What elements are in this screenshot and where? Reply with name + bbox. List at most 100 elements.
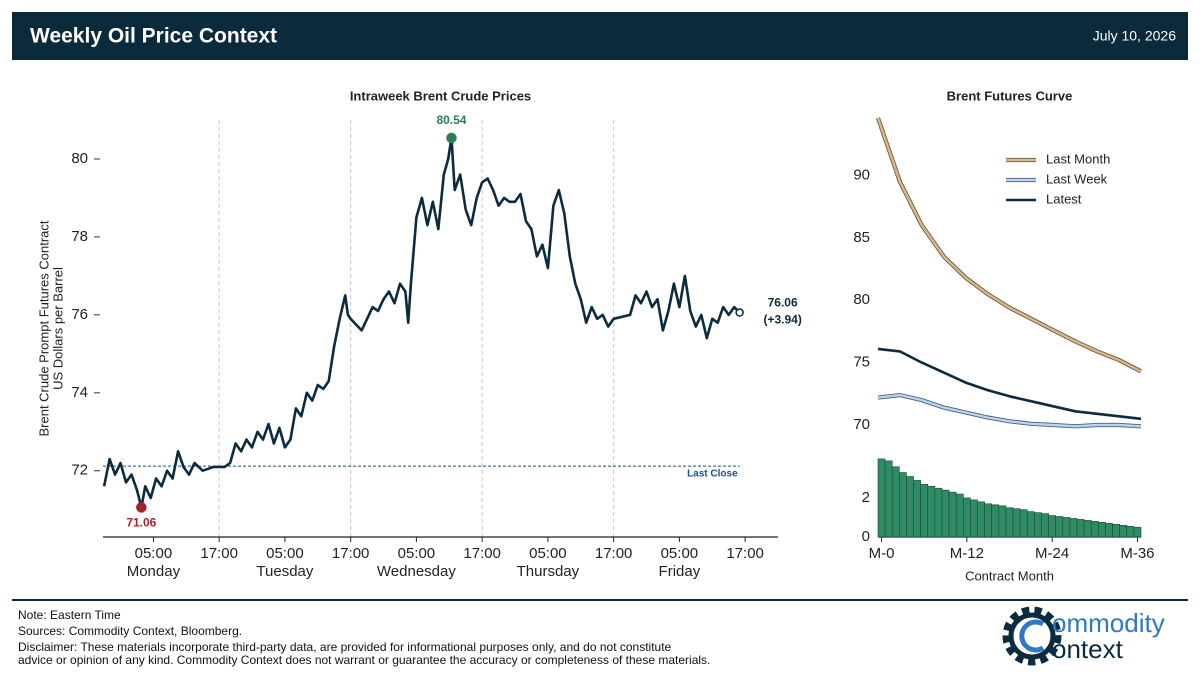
logo: ommodity ontext: [1002, 606, 1165, 666]
y-tick-label: 85: [853, 229, 870, 246]
x-day-label: Wednesday: [377, 563, 456, 580]
bar: [977, 501, 985, 538]
bar: [1105, 523, 1113, 538]
logo-c: [1019, 619, 1045, 653]
y-tick-label: 70: [853, 416, 870, 433]
x-tick-label: 17:00: [726, 545, 764, 562]
footer-sources: Sources: Commodity Context, Bloomberg.: [18, 624, 242, 638]
x-tick-label: 17:00: [595, 545, 633, 562]
bar: [891, 466, 900, 538]
x-tick-label: 17:00: [463, 545, 501, 562]
bar: [955, 493, 964, 538]
y-tick-label: 90: [853, 166, 870, 183]
bar: [1069, 518, 1078, 538]
x-tick-label: M-12: [950, 545, 984, 562]
annotation-marker: [735, 308, 744, 317]
line: [877, 347, 1142, 421]
bar: [1019, 509, 1028, 538]
chart-title: Intraweek Brent Crude Prices: [350, 88, 531, 103]
y-axis-label: Brent Crude Prompt Futures Contract: [36, 220, 51, 436]
bar: [941, 489, 950, 538]
y-tick-label: 80: [71, 150, 88, 167]
y-tick-label: 80: [853, 291, 870, 308]
annotation-label: 71.06: [126, 516, 156, 530]
bar: [1034, 512, 1042, 538]
x-axis-label: Contract Month: [965, 568, 1054, 583]
annotation-marker: [446, 132, 457, 144]
bar: [962, 497, 971, 538]
bar: [970, 499, 978, 538]
x-tick-label: 05:00: [266, 545, 304, 562]
bar: [1098, 522, 1106, 538]
legend-label: Latest: [1046, 191, 1082, 206]
y-tick-label: 2: [862, 489, 870, 506]
bar: [1055, 516, 1064, 538]
bar: [920, 483, 929, 538]
y-tick-label: 76: [71, 306, 88, 323]
x-day-label: Tuesday: [256, 563, 313, 580]
bar: [1090, 521, 1099, 538]
chart-title: Brent Futures Curve: [947, 88, 1073, 103]
header-bar: [12, 12, 1188, 60]
x-tick-label: 17:00: [332, 545, 370, 562]
logo-line1: ommodity: [1052, 608, 1165, 638]
x-tick-label: 05:00: [398, 545, 436, 562]
line: [876, 117, 1142, 373]
bar: [927, 485, 936, 538]
annotation-label: 80.54: [436, 113, 466, 127]
bar: [1041, 513, 1049, 538]
footer-note: Note: Eastern Time: [18, 608, 121, 622]
bar: [1026, 511, 1035, 538]
x-tick-label: 05:00: [529, 545, 567, 562]
bar: [991, 504, 1000, 538]
x-tick-label: M-0: [869, 545, 895, 562]
legend-label: Last Week: [1046, 171, 1108, 186]
bar: [1048, 515, 1057, 538]
page-title: Weekly Oil Price Context: [30, 25, 277, 48]
bar: [1062, 517, 1071, 538]
bar: [913, 480, 921, 538]
bar: [1133, 526, 1142, 538]
y-tick-label: 78: [71, 228, 88, 245]
bar: [906, 476, 914, 538]
bar: [899, 472, 907, 538]
x-tick-label: 05:00: [135, 545, 173, 562]
x-day-label: Monday: [127, 563, 181, 580]
change-label: (+3.94): [763, 313, 801, 327]
x-day-label: Friday: [659, 563, 701, 580]
x-tick-label: 17:00: [200, 545, 238, 562]
bar: [934, 487, 943, 538]
y-axis-label: US Dollars per Barrel: [50, 267, 65, 390]
x-tick-label: M-24: [1035, 545, 1069, 562]
line: [102, 136, 741, 509]
logo-gear: [1008, 612, 1056, 660]
x-day-label: Thursday: [517, 563, 580, 580]
footer-disclaimer: Disclaimer: These materials incorporate …: [18, 640, 672, 654]
bar: [1083, 520, 1092, 538]
footer-disclaimer: advice or opinion of any kind. Commodity…: [18, 653, 710, 667]
bar: [1126, 525, 1135, 538]
bar: [1112, 524, 1120, 538]
legend-label: Last Month: [1046, 151, 1110, 166]
line: [877, 393, 1142, 428]
bar: [998, 505, 1007, 538]
y-tick-label: 75: [853, 354, 870, 371]
bar: [984, 503, 993, 538]
page-date: July 10, 2026: [1093, 28, 1176, 44]
bar: [1005, 507, 1014, 538]
x-tick-label: 05:00: [661, 545, 699, 562]
y-tick-label: 72: [71, 462, 88, 479]
bar: [1119, 524, 1128, 538]
bar: [1012, 508, 1021, 538]
x-tick-label: M-36: [1120, 545, 1154, 562]
bar: [877, 458, 886, 538]
logo-line2: ontext: [1052, 634, 1124, 664]
bar: [948, 491, 957, 538]
annotation-marker: [136, 502, 147, 513]
bar: [1076, 519, 1085, 538]
logo-gear-teeth: [1002, 606, 1062, 666]
annotation-label: 76.06: [768, 296, 798, 310]
bar: [884, 460, 893, 538]
y-tick-label: 74: [71, 384, 88, 401]
